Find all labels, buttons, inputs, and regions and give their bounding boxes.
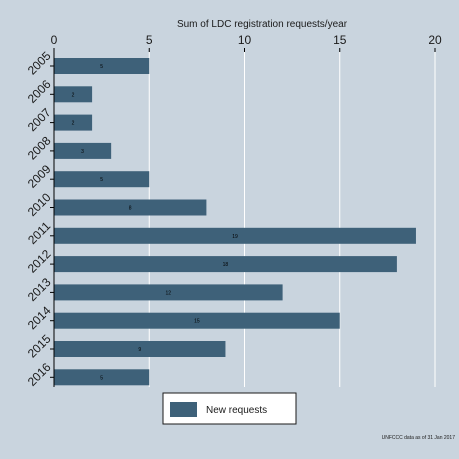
bar-2005 <box>54 58 150 74</box>
data-label-2010: 8 <box>129 206 132 212</box>
bar-2015 <box>54 341 226 357</box>
data-label-2006: 2 <box>72 92 75 98</box>
bar-2008 <box>54 142 112 159</box>
bar-2016 <box>54 369 150 386</box>
data-label-2012: 18 <box>223 262 229 268</box>
bar-2006 <box>54 86 93 103</box>
source-note: UNFCCC data as of 31 Jan 2017 <box>382 435 456 441</box>
bar-2010 <box>54 199 207 216</box>
tick-label-x-5: 5 <box>146 33 153 47</box>
bar-2007 <box>54 114 93 131</box>
legend: New requests <box>162 392 297 425</box>
data-label-2013: 12 <box>166 290 172 296</box>
bar-2013 <box>54 284 283 301</box>
data-label-2005: 5 <box>100 64 103 70</box>
bar-2009 <box>54 171 150 188</box>
tick-label-x-10: 10 <box>238 33 252 47</box>
data-label-2015: 9 <box>138 347 141 353</box>
bar-2012 <box>54 256 397 273</box>
bar-2011 <box>54 227 416 244</box>
tick-label-x-20: 20 <box>428 33 442 47</box>
data-label-2007: 2 <box>72 121 75 127</box>
data-label-2009: 5 <box>100 177 103 183</box>
bars: 5 2 2 3 5 8 19 18 12 15 9 5 <box>54 58 416 386</box>
tick-label-x-0: 0 <box>51 33 58 47</box>
legend-swatch-new-requests <box>170 402 197 417</box>
data-label-2011: 19 <box>232 234 238 240</box>
grid-lines <box>148 52 436 387</box>
data-label-2008: 3 <box>81 149 84 155</box>
chart-title: Sum of LDC registration requests/year <box>177 19 348 30</box>
data-label-2016: 5 <box>100 375 103 381</box>
data-label-2014: 15 <box>194 319 200 325</box>
bar-2014 <box>54 312 340 329</box>
tick-label-x-15: 15 <box>333 33 347 47</box>
legend-label-new-requests: New requests <box>206 405 267 416</box>
